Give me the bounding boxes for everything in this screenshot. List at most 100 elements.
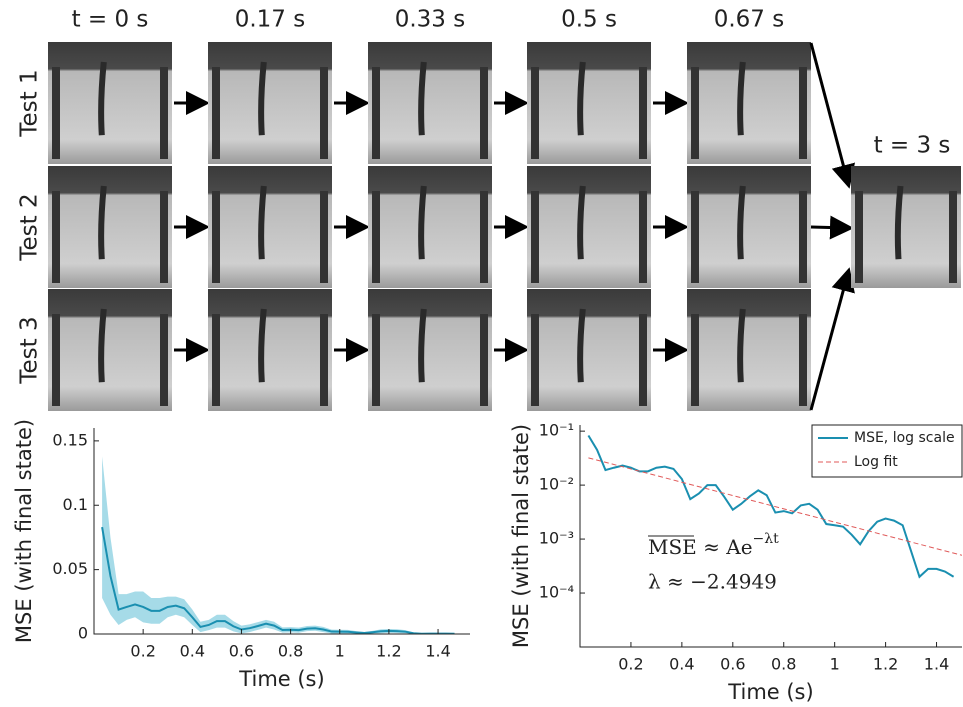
x-tick-label: 1.2 bbox=[873, 655, 898, 674]
frame-post bbox=[52, 67, 60, 159]
frame-image bbox=[687, 42, 811, 164]
frame-image bbox=[368, 166, 492, 288]
frame-post bbox=[691, 314, 699, 406]
legend-box bbox=[811, 424, 963, 478]
flag bbox=[98, 61, 107, 136]
image-grid: Test 1 Test 2 Test 3 t = 0 s 0.17 s 0.33 s 0.5… bbox=[17, 7, 961, 411]
flag bbox=[258, 185, 267, 260]
frame-image bbox=[208, 42, 332, 164]
time-label: t = 3 s bbox=[874, 133, 951, 159]
x-tick-label: 1.2 bbox=[376, 642, 401, 661]
row-label: Test 1 bbox=[17, 69, 43, 137]
x-tick-label: 0.2 bbox=[130, 642, 155, 661]
frame-post bbox=[212, 191, 220, 283]
flag bbox=[418, 61, 427, 136]
flag bbox=[577, 61, 586, 136]
frame-post bbox=[160, 191, 168, 283]
frame-post bbox=[691, 67, 699, 159]
frame-post bbox=[531, 314, 539, 406]
frame-post bbox=[799, 314, 807, 406]
y-tick-label: 10⁻¹ bbox=[539, 421, 574, 440]
series-line bbox=[587, 434, 955, 579]
series-line bbox=[588, 457, 962, 556]
frame-image bbox=[208, 166, 332, 288]
flag bbox=[258, 61, 267, 136]
y-tick-label: 0.05 bbox=[52, 559, 88, 578]
frame-image bbox=[368, 42, 492, 164]
y-axis-label: MSE (with final state) bbox=[12, 419, 36, 643]
x-tick-label: 1.4 bbox=[425, 642, 450, 661]
y-tick-label: 0.15 bbox=[52, 430, 88, 449]
y-tick-label: 10⁻⁴ bbox=[539, 583, 574, 602]
frame-post bbox=[949, 191, 957, 283]
annotation: MSE ≈ Ae−λt bbox=[648, 531, 779, 559]
flag bbox=[418, 308, 427, 383]
frame-image bbox=[527, 42, 651, 164]
x-tick-label: 0.6 bbox=[229, 642, 254, 661]
frame-image bbox=[48, 166, 172, 288]
frame-post bbox=[799, 67, 807, 159]
x-tick-label: 1.4 bbox=[924, 655, 949, 674]
frame-post bbox=[639, 67, 647, 159]
flag bbox=[98, 308, 107, 383]
frame-post bbox=[372, 191, 380, 283]
frame-post bbox=[691, 191, 699, 283]
x-axis-label: Time (s) bbox=[238, 667, 324, 691]
y-tick-label: 10⁻² bbox=[539, 475, 574, 494]
frame-image bbox=[48, 42, 172, 164]
frame-post bbox=[531, 67, 539, 159]
frame-post bbox=[212, 67, 220, 159]
time-label: 0.17 s bbox=[235, 7, 306, 33]
frame-post bbox=[480, 314, 488, 406]
frame-post bbox=[372, 314, 380, 406]
flag bbox=[577, 308, 586, 383]
annotation-sup: −λt bbox=[753, 531, 780, 547]
frame-post bbox=[320, 191, 328, 283]
series-line bbox=[101, 526, 455, 634]
flag bbox=[737, 308, 746, 383]
x-tick-label: 0.2 bbox=[618, 655, 643, 674]
frame-post bbox=[480, 191, 488, 283]
arrow bbox=[810, 215, 854, 240]
frame-post bbox=[52, 191, 60, 283]
flag bbox=[258, 308, 267, 383]
x-tick-label: 0.8 bbox=[278, 642, 303, 661]
frame-image bbox=[687, 289, 811, 411]
y-tick-label: 0.1 bbox=[63, 495, 88, 514]
frame-post bbox=[320, 314, 328, 406]
flag bbox=[894, 185, 904, 260]
x-tick-label: 0.4 bbox=[180, 642, 205, 661]
flag bbox=[737, 185, 746, 260]
frame-post bbox=[160, 314, 168, 406]
frame-post bbox=[52, 314, 60, 406]
row-label: Test 3 bbox=[17, 316, 43, 384]
frame-post bbox=[531, 191, 539, 283]
time-label: 0.5 s bbox=[561, 7, 617, 33]
legend-label: MSE, log scale bbox=[854, 430, 955, 446]
frame-image bbox=[851, 166, 961, 288]
flag bbox=[577, 185, 586, 260]
annotation-base: MSE ≈ Ae bbox=[648, 535, 753, 559]
frame-image bbox=[208, 289, 332, 411]
x-tick-label: 0.8 bbox=[771, 655, 796, 674]
annotation: λ ≈ −2.4949 bbox=[648, 570, 777, 594]
x-tick-label: 0.6 bbox=[720, 655, 745, 674]
flag bbox=[98, 185, 107, 260]
frame-image bbox=[527, 289, 651, 411]
frame-image bbox=[687, 166, 811, 288]
frame-post bbox=[799, 191, 807, 283]
time-label: t = 0 s bbox=[72, 7, 149, 33]
frame-image bbox=[48, 289, 172, 411]
plot-area bbox=[101, 456, 455, 634]
flag bbox=[737, 61, 746, 136]
frame-image bbox=[527, 166, 651, 288]
frame-post bbox=[160, 67, 168, 159]
arrow bbox=[809, 42, 856, 189]
frame-post bbox=[855, 191, 863, 283]
frame-post bbox=[212, 314, 220, 406]
y-tick-label: 10⁻³ bbox=[539, 529, 574, 548]
plots: 0.2 0.4 0.6 0.8 1 1.2 1.4 0 0.05 0.1 0.15 Time (s) M… bbox=[12, 419, 963, 704]
time-label: 0.67 s bbox=[714, 7, 785, 33]
row-label: Test 2 bbox=[17, 193, 43, 261]
